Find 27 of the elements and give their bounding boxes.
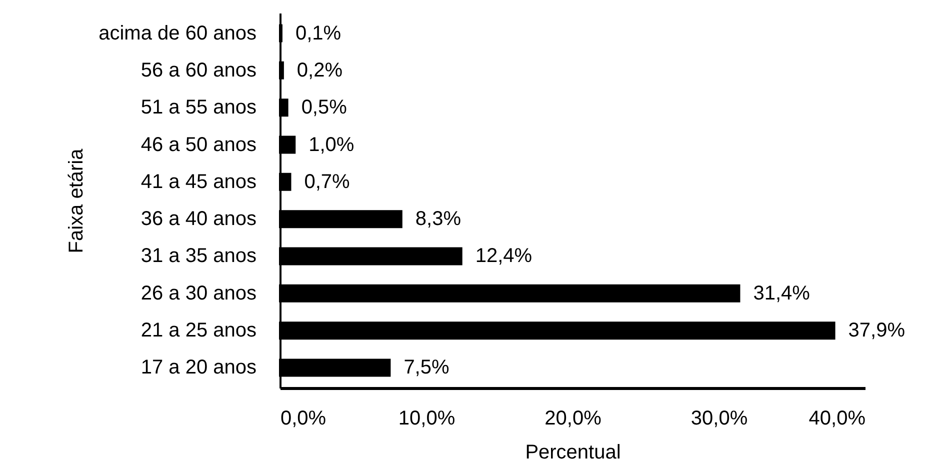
data-label: 8,3%: [415, 208, 462, 230]
y-tick-label: 46 a 50 anos: [140, 134, 256, 156]
data-label: 0,2%: [296, 59, 343, 82]
data-label: 0,5%: [301, 96, 348, 119]
data-label: 7,5%: [404, 356, 450, 379]
y-tick-label: 31 a 35 anos: [140, 245, 256, 268]
data-label: 0,1%: [295, 22, 342, 44]
data-label: 1,0%: [308, 134, 354, 156]
x-axis-title: Percentual: [525, 442, 621, 464]
y-tick-label: 26 a 30 anos: [140, 282, 256, 304]
y-tick-label: 21 a 25 anos: [140, 320, 256, 342]
x-tick-label: 10,0%: [398, 408, 456, 430]
y-tick-label: 36 a 40 anos: [140, 208, 256, 230]
data-label: 31,4%: [753, 282, 810, 304]
data-label: 12,4%: [475, 245, 532, 268]
x-tick-label: 20,0%: [544, 408, 602, 430]
y-tick-label: 17 a 20 anos: [140, 356, 256, 379]
y-tick-label: acima de 60 anos: [98, 22, 256, 44]
y-tick-label: 41 a 45 anos: [140, 170, 256, 193]
data-label: 0,7%: [304, 170, 350, 193]
data-label: 37,9%: [848, 320, 906, 342]
x-tick-label: 0,0%: [280, 408, 326, 430]
y-tick-label: 56 a 60 anos: [140, 59, 256, 82]
x-tick-label: 40,0%: [808, 408, 866, 430]
y-tick-label: 51 a 55 anos: [140, 96, 256, 119]
x-tick-label: 30,0%: [690, 408, 748, 430]
y-axis-title: Faixa etária: [66, 148, 88, 254]
